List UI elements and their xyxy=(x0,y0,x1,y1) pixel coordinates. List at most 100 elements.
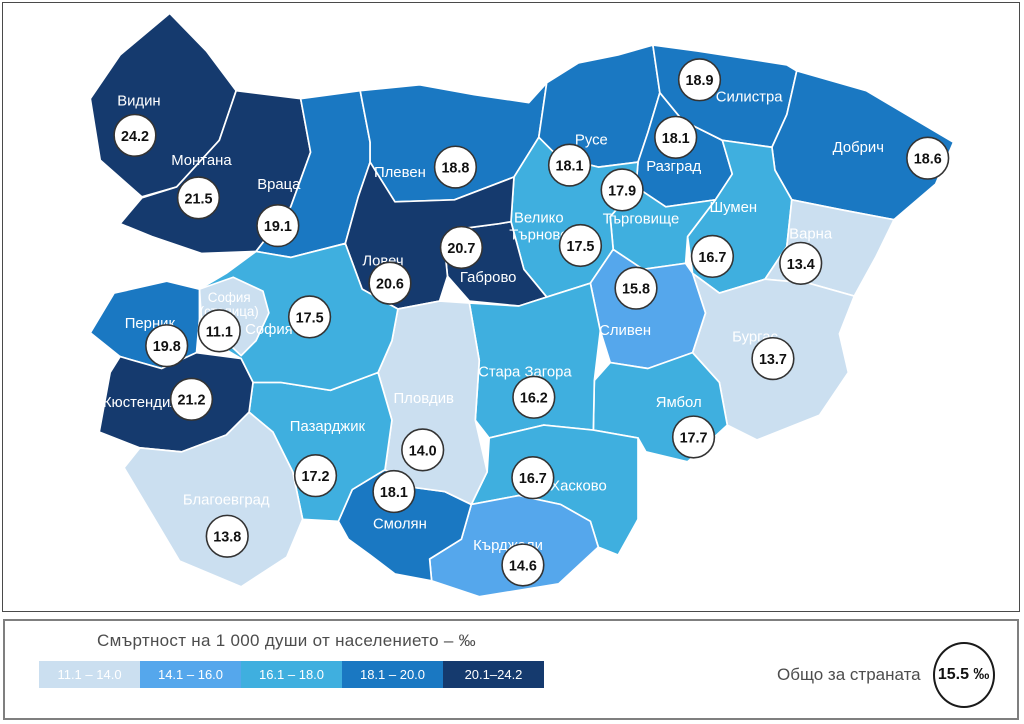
region-value-burgas: 13.7 xyxy=(759,352,787,368)
region-value-circle-pernik xyxy=(145,324,189,368)
region-value-circle-blagoevgrad xyxy=(205,514,249,558)
region-value-circle-sliven xyxy=(614,266,658,310)
region-label-razgrad: Разград xyxy=(646,159,701,175)
region-label-pleven: Плевен xyxy=(374,165,426,181)
region-label-vidin: Видин xyxy=(117,94,160,110)
region-label-silistra: Силистра xyxy=(716,90,784,106)
region-value-circle-pazardzhik xyxy=(293,454,338,498)
region-value-montana: 21.5 xyxy=(184,191,212,207)
region-value-veliko-tarnovo: 17.5 xyxy=(566,239,594,255)
region-label-shumen: Шумен xyxy=(709,200,757,216)
region-label-veliko-tarnovo: Търново xyxy=(509,228,568,244)
region-label-plovdiv: Пловдив xyxy=(393,391,454,407)
legend-class-0: 11.1 – 14.0 xyxy=(39,661,140,688)
region-value-circle-plovdiv xyxy=(401,428,445,472)
legend-class-label-4: 20.1–24.2 xyxy=(464,667,523,682)
region-value-blagoevgrad: 13.8 xyxy=(213,530,241,546)
country-total-circle: 15.5 ‰ xyxy=(932,642,995,708)
region-value-circle-montana xyxy=(176,176,221,220)
legend-class-4: 20.1–24.2 xyxy=(443,661,544,688)
region-value-circle-ruse xyxy=(547,143,592,187)
region-value-razgrad: 18.1 xyxy=(662,131,690,147)
region-value-ruse: 18.1 xyxy=(556,159,584,175)
region-value-vratsa: 19.1 xyxy=(264,219,292,235)
region-label-kyustendil: Кюстендил xyxy=(103,395,179,411)
region-value-circle-burgas xyxy=(751,336,795,381)
region-label-sofia-stolitsa: София xyxy=(208,290,251,305)
region-value-circle-vidin xyxy=(113,113,157,157)
region-value-shumen: 16.7 xyxy=(698,250,726,266)
region-value-circle-dobrich xyxy=(906,136,950,180)
legend-class-label-1: 14.1 – 16.0 xyxy=(157,667,224,682)
region-value-circle-veliko-tarnovo xyxy=(558,223,603,268)
region-label-pazardzhik: Пазарджик xyxy=(290,419,366,435)
region-label-haskovo: Хасково xyxy=(550,479,607,495)
region-value-kyustendil: 21.2 xyxy=(178,393,206,409)
region-value-circle-targovishte xyxy=(600,168,644,212)
map-panel: Видин Монтана Враца Плевен Русе Разград Силист… xyxy=(2,2,1020,612)
region-value-targovishte: 17.9 xyxy=(608,183,636,199)
bulgaria-map-svg: Видин Монтана Враца Плевен Русе Разград Силист… xyxy=(89,12,955,598)
region-label-targovishte: Търговище xyxy=(603,212,680,228)
country-total: Общо за страната 15.5 ‰ xyxy=(777,642,995,708)
legend-title: Смъртност на 1 000 души от населението –… xyxy=(97,631,476,650)
region-label-blagoevgrad: Благоевград xyxy=(183,492,270,508)
region-label-smolyan: Смолян xyxy=(373,516,427,532)
region-value-vidin: 24.2 xyxy=(121,129,149,145)
region-value-varna: 13.4 xyxy=(787,257,815,273)
region-value-dobrich: 18.6 xyxy=(914,152,942,168)
region-label-ruse: Русе xyxy=(575,132,608,148)
region-label-montana: Монтана xyxy=(171,153,232,169)
region-label-stara-zagora: Стара Загора xyxy=(478,364,572,380)
region-label-varna: Варна xyxy=(789,227,833,243)
region-label-dobrich: Добрич xyxy=(833,140,884,156)
region-label-yambol: Ямбол xyxy=(656,395,702,411)
region-value-pazardzhik: 17.2 xyxy=(302,469,330,485)
region-value-plovdiv: 14.0 xyxy=(409,443,437,459)
region-value-circle-razgrad xyxy=(654,115,698,159)
region-value-circle-vratsa xyxy=(256,204,300,248)
region-blagoevgrad xyxy=(123,411,304,588)
country-total-label: Общо за страната xyxy=(777,665,921,684)
region-value-circle-sofia-stolitsa xyxy=(197,309,241,353)
region-value-gabrovo: 20.7 xyxy=(447,241,475,257)
legend-class-3: 18.1 – 20.0 xyxy=(342,661,443,688)
region-label-veliko-tarnovo: Велико xyxy=(514,211,564,227)
region-value-lovech: 20.6 xyxy=(376,277,404,293)
legend-class-label-2: 16.1 – 18.0 xyxy=(258,667,325,682)
region-value-haskovo: 16.7 xyxy=(519,471,547,487)
region-value-circle-haskovo xyxy=(511,456,555,500)
legend-panel: Смъртност на 1 000 души от населението –… xyxy=(3,619,1019,720)
region-value-circle-kyustendil xyxy=(169,377,214,421)
legend-class-2: 16.1 – 18.0 xyxy=(241,661,342,688)
region-value-circle-varna xyxy=(779,241,823,285)
region-value-pernik: 19.8 xyxy=(153,339,181,355)
region-value-pleven: 18.8 xyxy=(441,161,469,177)
region-value-silistra: 18.9 xyxy=(686,73,714,89)
region-value-circle-kardzhali xyxy=(501,543,545,587)
region-value-sofia-stolitsa: 11.1 xyxy=(206,324,233,340)
region-label-gabrovo: Габрово xyxy=(460,270,517,286)
legend-row: 11.1 – 14.0 14.1 – 16.0 16.1 – 18.0 18.1 – … xyxy=(39,661,544,688)
region-value-circle-shumen xyxy=(690,234,735,279)
region-label-sofia: София xyxy=(245,322,293,338)
region-value-sofia: 17.5 xyxy=(296,310,324,326)
region-value-circle-smolyan xyxy=(372,469,416,514)
region-value-kardzhali: 14.6 xyxy=(509,558,537,574)
region-value-circle-gabrovo xyxy=(439,225,484,270)
region-value-circle-silistra xyxy=(677,58,722,102)
region-value-circle-lovech xyxy=(368,261,412,305)
region-label-vratsa: Враца xyxy=(257,177,301,193)
region-value-circle-sofia xyxy=(287,295,332,339)
region-value-circle-stara-zagora xyxy=(512,375,556,419)
region-value-yambol: 17.7 xyxy=(680,430,708,446)
legend-class-label-3: 18.1 – 20.0 xyxy=(359,667,426,682)
region-value-circle-pleven xyxy=(433,145,478,189)
region-value-sliven: 15.8 xyxy=(622,282,650,298)
legend-class-label-0: 11.1 – 14.0 xyxy=(57,667,122,682)
region-label-sliven: Сливен xyxy=(599,323,651,339)
country-total-value: 15.5 ‰ xyxy=(937,666,990,683)
region-value-smolyan: 18.1 xyxy=(380,485,408,501)
region-value-stara-zagora: 16.2 xyxy=(520,391,548,407)
region-value-circle-yambol xyxy=(671,415,716,459)
